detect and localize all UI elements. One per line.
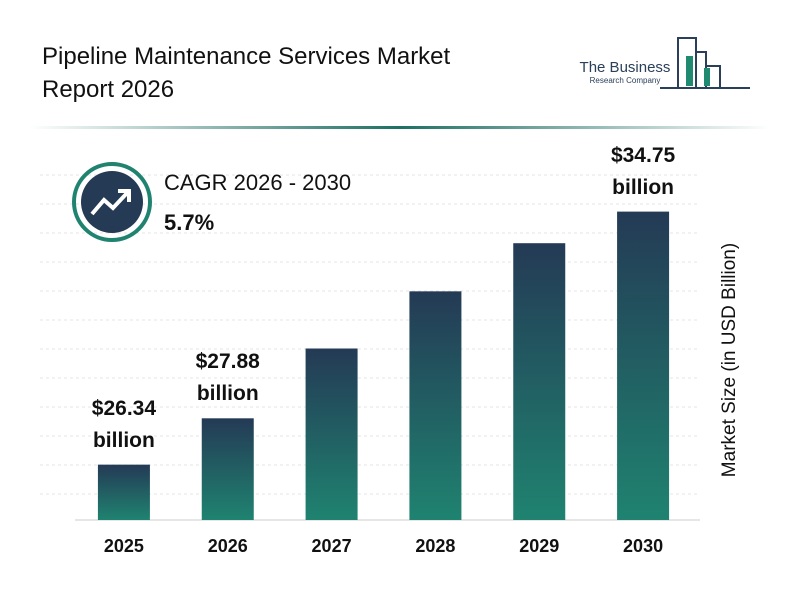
- bar: [617, 211, 670, 520]
- bar: [513, 243, 566, 520]
- divider: [30, 126, 770, 129]
- cagr-icon: [72, 162, 152, 242]
- value-label: $34.75 billion: [610, 143, 676, 199]
- cagr-label: CAGR 2026 - 2030: [164, 170, 351, 195]
- x-tick-label: 2025: [104, 536, 144, 556]
- logo-line1: The Business: [580, 59, 671, 76]
- bar: [409, 291, 462, 520]
- x-tick-label: 2027: [312, 536, 352, 556]
- x-tick-label: 2026: [208, 536, 248, 556]
- x-tick-label: 2029: [519, 536, 559, 556]
- logo-icon: [660, 37, 750, 89]
- value-label: $27.88 billion: [195, 350, 260, 406]
- bar: [305, 348, 358, 520]
- x-tick-label: 2030: [623, 536, 663, 556]
- x-tick-label: 2028: [415, 536, 455, 556]
- bar: [201, 418, 254, 520]
- logo-line2: Research Company: [590, 76, 661, 85]
- value-label: $26.34 billion: [91, 396, 157, 452]
- y-axis-label: Market Size (in USD Billion): [719, 243, 740, 477]
- cagr-value: 5.7%: [164, 210, 214, 235]
- title: Pipeline Maintenance Services Market Rep…: [42, 43, 451, 103]
- bar: [97, 464, 150, 520]
